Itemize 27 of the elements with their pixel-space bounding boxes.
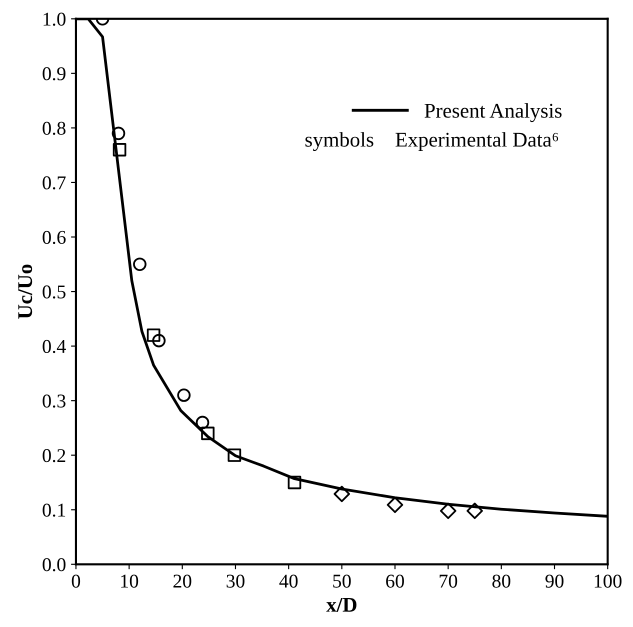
y-tick-label: 0.8 xyxy=(42,122,66,135)
y-tick-label: 0.0 xyxy=(42,558,66,572)
y-tick-label: 0.4 xyxy=(42,340,66,354)
x-tick-label: 80 xyxy=(492,574,510,588)
y-tick-label: 0.5 xyxy=(42,285,66,299)
x-tick-label: 30 xyxy=(226,574,244,588)
y-tick-label: 0.7 xyxy=(42,176,66,190)
y-tick-label: 1.0 xyxy=(44,12,66,26)
y-tick-label: 0.9 xyxy=(42,67,66,80)
legend-label: Present Analysis xyxy=(424,103,562,122)
x-tick-label: 10 xyxy=(121,574,138,588)
annotation: symbols xyxy=(305,132,374,152)
y-tick-label: 0.1 xyxy=(42,504,66,517)
x-tick-label: 60 xyxy=(386,574,404,588)
x-tick-label: 70 xyxy=(440,574,458,588)
x-tick-label: 20 xyxy=(173,574,192,588)
x-tick-label: 90 xyxy=(545,574,564,588)
x-tick-label: 40 xyxy=(279,574,298,588)
y-tick-label: 0.3 xyxy=(42,394,66,408)
y-tick-label: 0.2 xyxy=(42,449,66,462)
x-tick-label: 50 xyxy=(333,574,351,588)
x-tick-label: 0 xyxy=(72,574,80,588)
x-axis-title: x/D xyxy=(326,598,356,612)
y-axis-title: Uc/Uo xyxy=(18,264,32,319)
annotation: Experimental Data⁶ xyxy=(396,132,558,151)
x-tick-label: 100 xyxy=(594,574,622,588)
y-tick-label: 0.6 xyxy=(42,230,66,244)
